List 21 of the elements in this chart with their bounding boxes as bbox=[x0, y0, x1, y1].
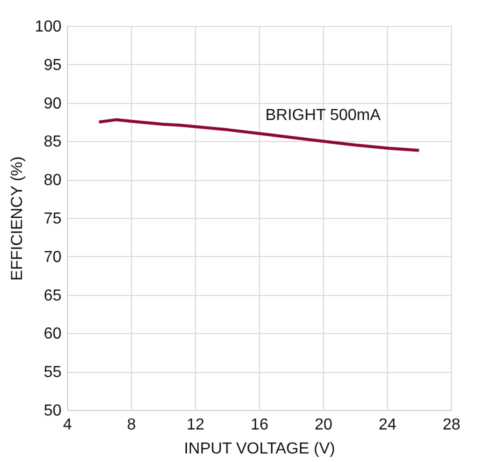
x-axis-title: INPUT VOLTAGE (V) bbox=[184, 440, 336, 458]
x-tick-label: 28 bbox=[442, 416, 460, 434]
x-tick-label: 24 bbox=[378, 416, 396, 434]
y-tick-label: 70 bbox=[44, 248, 62, 266]
x-tick-label: 4 bbox=[63, 416, 72, 434]
y-axis-title: EFFICIENCY (%) bbox=[8, 156, 26, 281]
y-tick-label: 80 bbox=[44, 172, 62, 190]
y-tick-label: 60 bbox=[44, 326, 62, 343]
y-tick-label: 75 bbox=[44, 210, 62, 228]
x-tick-label: 20 bbox=[314, 416, 332, 434]
y-tick-label: 95 bbox=[44, 56, 62, 74]
series-label: BRIGHT 500mA bbox=[265, 107, 381, 124]
x-tick-label: 12 bbox=[186, 416, 204, 434]
x-tick-label: 8 bbox=[127, 416, 136, 434]
y-tick-label: 100 bbox=[34, 18, 62, 36]
y-tick-label: 55 bbox=[44, 364, 62, 382]
x-tick-label: 16 bbox=[250, 416, 268, 434]
y-tick-label: 65 bbox=[44, 287, 62, 304]
y-tick-label: 85 bbox=[44, 134, 62, 151]
y-tick-label: 50 bbox=[44, 402, 62, 420]
y-tick-label: 90 bbox=[44, 95, 62, 112]
